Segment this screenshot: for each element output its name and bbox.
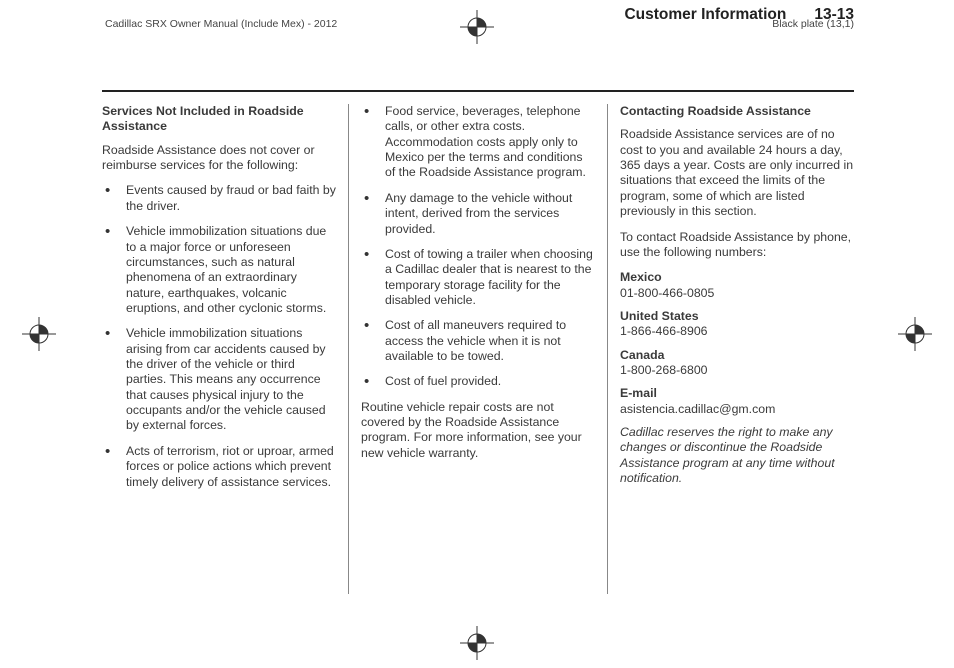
contact-label-email: E-mail <box>620 386 854 401</box>
col3-p1: Roadside Assistance services are of no c… <box>620 127 854 219</box>
list-item: Food service, beverages, telephone calls… <box>361 104 595 181</box>
list-item: Cost of all maneuvers required to access… <box>361 318 595 364</box>
column-3: Contacting Roadside Assistance Roadside … <box>608 104 854 594</box>
crop-mark-bottom <box>460 626 494 660</box>
list-item: Cost of fuel provided. <box>361 374 595 389</box>
col2-outro: Routine vehicle repair costs are not cov… <box>361 400 595 461</box>
list-item: Cost of towing a trailer when choosing a… <box>361 247 595 308</box>
list-item: Vehicle immobilization situations due to… <box>102 224 336 316</box>
contact-value-canada: 1-800-268-6800 <box>620 363 854 378</box>
contact-value-mexico: 01-800-466-0805 <box>620 286 854 301</box>
contact-value-email: asistencia.cadillac@gm.com <box>620 402 854 417</box>
page: Cadillac SRX Owner Manual (Include Mex) … <box>0 18 954 594</box>
column-2: Food service, beverages, telephone calls… <box>349 104 607 594</box>
col1-heading: Services Not Included in Roadside Assist… <box>102 104 336 135</box>
section-title: Customer Information <box>624 6 786 24</box>
list-item: Events caused by fraud or bad faith by t… <box>102 183 336 214</box>
col3-heading: Contacting Roadside Assistance <box>620 104 854 119</box>
col3-p2: To contact Roadside Assistance by phone,… <box>620 230 854 261</box>
manual-title: Cadillac SRX Owner Manual (Include Mex) … <box>105 18 337 30</box>
col2-list: Food service, beverages, telephone calls… <box>361 104 595 390</box>
col1-intro: Roadside Assistance does not cover or re… <box>102 143 336 174</box>
list-item: Vehicle immobilization situations arisin… <box>102 326 336 434</box>
contact-label-us: United States <box>620 309 854 324</box>
col3-note: Cadillac reserves the right to make any … <box>620 425 854 486</box>
column-1: Services Not Included in Roadside Assist… <box>102 104 348 594</box>
contact-label-canada: Canada <box>620 348 854 363</box>
content-columns: Services Not Included in Roadside Assist… <box>0 92 954 594</box>
page-number: 13-13 <box>814 6 854 24</box>
list-item: Acts of terrorism, riot or uproar, armed… <box>102 444 336 490</box>
contact-value-us: 1-866-466-8906 <box>620 324 854 339</box>
list-item: Any damage to the vehicle without intent… <box>361 191 595 237</box>
col1-list: Events caused by fraud or bad faith by t… <box>102 183 336 489</box>
contact-label-mexico: Mexico <box>620 270 854 285</box>
